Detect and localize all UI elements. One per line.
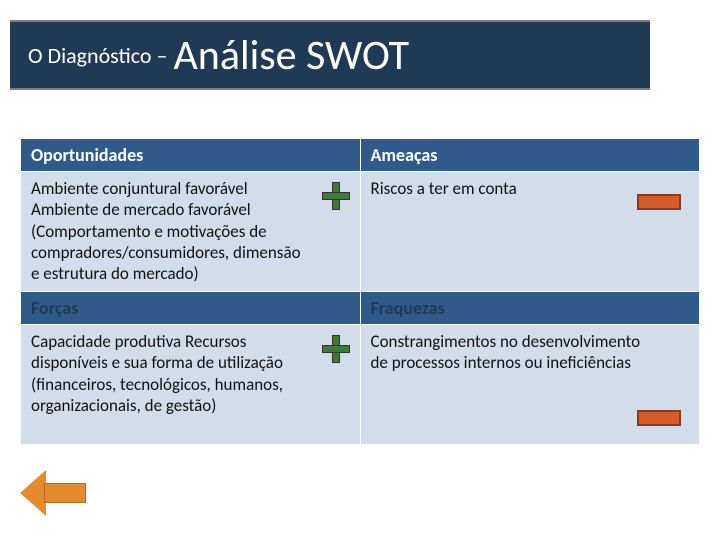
title-prefix: O Diagnóstico – [28,42,167,69]
header-opportunities: Oportunidades [21,139,361,172]
cell-strengths: Capacidade produtiva Recursos disponívei… [21,325,361,445]
minus-icon [637,194,681,210]
header-threats: Ameaças [360,139,700,172]
header-strengths: Forças [21,292,361,325]
content-row-1: Ambiente conjuntural favorável Ambiente … [21,172,700,292]
title-bar: O Diagnóstico – Análise SWOT [10,20,650,90]
swot-table: Oportunidades Ameaças Ambiente conjuntur… [20,138,700,445]
cell-opportunities: Ambiente conjuntural favorável Ambiente … [21,172,361,292]
plus-icon [322,182,350,210]
cell-weaknesses: Constrangimentos no desenvolvimento de p… [360,325,700,445]
header-row-2: Forças Fraquezas [21,292,700,325]
weaknesses-text: Constrangimentos no desenvolvimento de p… [371,331,645,374]
threats-text: Riscos a ter em conta [371,178,645,199]
plus-icon [322,335,350,363]
content-row-2: Capacidade produtiva Recursos disponívei… [21,325,700,445]
minus-icon [637,410,681,426]
strengths-text: Capacidade produtiva Recursos disponívei… [31,331,305,416]
back-arrow-icon[interactable] [20,470,86,516]
header-weaknesses: Fraquezas [360,292,700,325]
cell-threats: Riscos a ter em conta [360,172,700,292]
opportunities-text: Ambiente conjuntural favorável Ambiente … [31,178,305,284]
header-row-1: Oportunidades Ameaças [21,139,700,172]
title-main: Análise SWOT [173,30,409,81]
